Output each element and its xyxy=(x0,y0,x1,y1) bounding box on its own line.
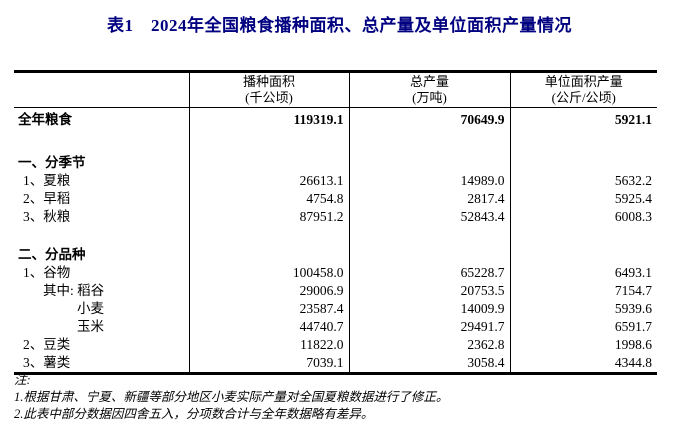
header-unit-yield-label: 单位面积产量 xyxy=(544,74,623,89)
header-row: 播种面积 (千公顷) 总产量 (万吨) 单位面积产量 (公斤/公顷) xyxy=(14,71,657,108)
table-row: 小麦 23587.4 14009.9 5939.6 xyxy=(14,299,657,318)
cell-unit-yield: 7154.7 xyxy=(509,281,657,300)
row-label: 一、分季节 xyxy=(18,154,86,170)
header-unit-yield: 单位面积产量 (公斤/公顷) xyxy=(509,71,657,108)
cell-sown-area: 7039.1 xyxy=(188,353,349,373)
cell-sown-area: 44740.7 xyxy=(188,317,349,336)
cell-total-output: 65228.7 xyxy=(348,263,510,282)
cell-unit-yield xyxy=(509,153,657,172)
header-sown-area: 播种面积 (千公顷) xyxy=(188,71,349,108)
cell-unit-yield xyxy=(509,135,657,154)
footnote-1: 1.根据甘肃、宁夏、新疆等部分地区小麦实际产量对全国夏粮数据进行了修正。 xyxy=(14,390,449,404)
table-body: 全年粮食 119319.1 70649.9 5921.1 一、分季节 1、夏粮 26613.… xyxy=(14,107,657,373)
cell-total-output: 70649.9 xyxy=(348,107,510,136)
cell-unit-yield: 5925.4 xyxy=(509,189,657,208)
cell-total-output: 14009.9 xyxy=(348,299,510,318)
cell-sown-area: 87951.2 xyxy=(188,207,349,226)
table-row: 2、早稻 4754.8 2817.4 5925.4 xyxy=(14,189,657,208)
row-label: 3、秋粮 xyxy=(23,208,71,224)
header-empty xyxy=(14,71,189,108)
table-row: 2、豆类 11822.0 2362.8 1998.6 xyxy=(14,335,657,354)
row-label xyxy=(14,226,189,246)
cell-sown-area: 119319.1 xyxy=(188,107,349,136)
cell-total-output: 2817.4 xyxy=(348,189,510,208)
cell-total-output xyxy=(348,245,510,264)
header-total-output-label: 总产量 xyxy=(409,74,449,89)
cell-sown-area: 100458.0 xyxy=(188,263,349,282)
cell-total-output: 3058.4 xyxy=(348,353,510,373)
cell-sown-area: 11822.0 xyxy=(188,335,349,354)
cell-sown-area xyxy=(188,245,349,264)
row-label: 3、薯类 xyxy=(23,354,71,370)
cell-unit-yield: 6591.7 xyxy=(509,317,657,336)
table-row: 3、秋粮 87951.2 52843.4 6008.3 xyxy=(14,207,657,226)
cell-total-output: 14989.0 xyxy=(348,171,510,190)
table-row: 全年粮食 119319.1 70649.9 5921.1 xyxy=(14,107,657,136)
grain-statistics-table: 播种面积 (千公顷) 总产量 (万吨) 单位面积产量 (公斤/公顷) 全年粮食 1… xyxy=(14,70,657,375)
cell-unit-yield: 6008.3 xyxy=(509,207,657,226)
cell-total-output xyxy=(348,153,510,172)
cell-unit-yield: 4344.8 xyxy=(509,353,657,373)
cell-unit-yield: 5632.2 xyxy=(509,171,657,190)
row-label xyxy=(14,136,189,154)
cell-unit-yield xyxy=(509,245,657,264)
table-row: 1、谷物 100458.0 65228.7 6493.1 xyxy=(14,263,657,282)
table-row xyxy=(14,135,657,154)
cell-unit-yield: 6493.1 xyxy=(509,263,657,282)
cell-total-output: 2362.8 xyxy=(348,335,510,354)
table-row: 玉米 44740.7 29491.7 6591.7 xyxy=(14,317,657,336)
row-label: 其中: 稻谷 xyxy=(43,282,105,298)
cell-sown-area: 26613.1 xyxy=(188,171,349,190)
cell-unit-yield xyxy=(509,225,657,246)
table-title: 表1 2024年全国粮食播种面积、总产量及单位面积产量情况 xyxy=(107,16,572,35)
cell-sown-area xyxy=(188,135,349,154)
row-label: 全年粮食 xyxy=(18,112,72,127)
row-label: 二、分品种 xyxy=(18,246,86,262)
cell-total-output xyxy=(348,225,510,246)
row-label: 玉米 xyxy=(77,318,104,334)
cell-total-output xyxy=(348,135,510,154)
cell-total-output: 52843.4 xyxy=(348,207,510,226)
table-row: 1、夏粮 26613.1 14989.0 5632.2 xyxy=(14,171,657,190)
row-label: 1、谷物 xyxy=(23,264,71,280)
cell-sown-area xyxy=(188,153,349,172)
cell-unit-yield: 5921.1 xyxy=(509,107,657,136)
table-row: 其中: 稻谷 29006.9 20753.5 7154.7 xyxy=(14,281,657,300)
cell-total-output: 29491.7 xyxy=(348,317,510,336)
cell-total-output: 20753.5 xyxy=(348,281,510,300)
table-row: 一、分季节 xyxy=(14,153,657,172)
header-total-output: 总产量 (万吨) xyxy=(348,71,510,108)
row-label: 1、夏粮 xyxy=(23,172,71,188)
cell-sown-area: 23587.4 xyxy=(188,299,349,318)
header-unit-yield-unit: (公斤/公顷) xyxy=(551,90,616,105)
cell-sown-area: 29006.9 xyxy=(188,281,349,300)
row-label: 2、豆类 xyxy=(23,336,71,352)
footnote-2: 2.此表中部分数据因四舍五入，分项数合计与全年数据略有差异。 xyxy=(14,407,374,421)
table-row: 3、薯类 7039.1 3058.4 4344.8 xyxy=(14,353,657,373)
cell-sown-area: 4754.8 xyxy=(188,189,349,208)
row-label: 小麦 xyxy=(77,300,104,316)
header-sown-area-label: 播种面积 xyxy=(242,74,295,89)
header-sown-area-unit: (千公顷) xyxy=(245,90,293,105)
cell-unit-yield: 1998.6 xyxy=(509,335,657,354)
row-label: 2、早稻 xyxy=(23,190,71,206)
table-header: 播种面积 (千公顷) 总产量 (万吨) 单位面积产量 (公斤/公顷) xyxy=(14,71,657,108)
header-total-output-unit: (万吨) xyxy=(412,90,447,105)
footnote-heading: 注: xyxy=(14,373,31,387)
cell-sown-area xyxy=(188,225,349,246)
table-row: 二、分品种 xyxy=(14,245,657,264)
table-row xyxy=(14,225,657,246)
footnotes: 注: 1.根据甘肃、宁夏、新疆等部分地区小麦实际产量对全国夏粮数据进行了修正。 … xyxy=(14,372,664,423)
cell-unit-yield: 5939.6 xyxy=(509,299,657,318)
